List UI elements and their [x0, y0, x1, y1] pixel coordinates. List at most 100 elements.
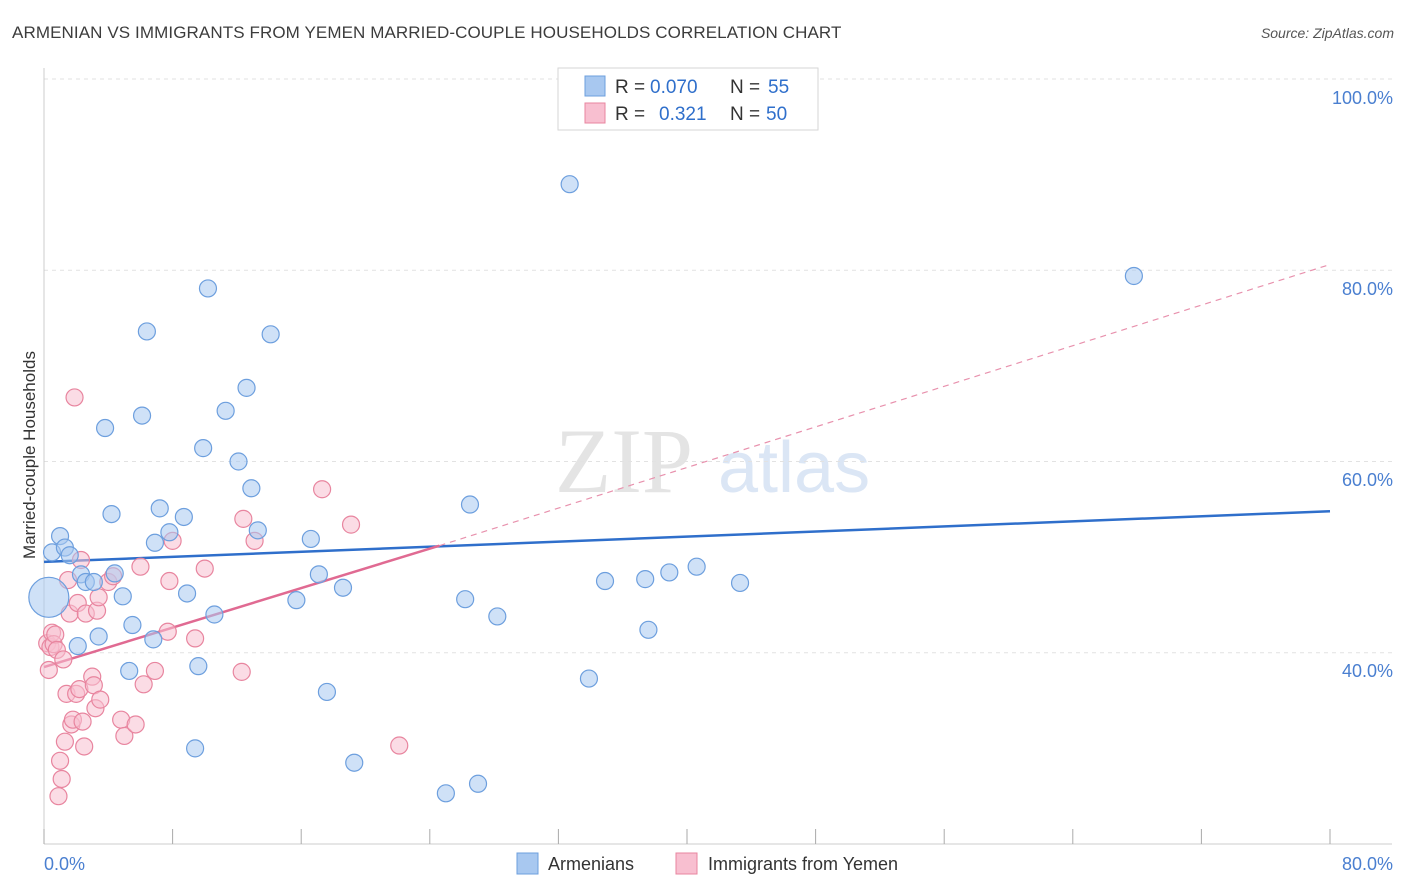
bottom-legend-swatch-armenians: [516, 852, 539, 875]
point-yemen-1: [39, 660, 58, 680]
point-yemen-23: [75, 737, 94, 756]
point-armenians-45: [488, 607, 507, 626]
point-yemen-29: [89, 588, 108, 607]
point-yemen-40: [160, 571, 179, 591]
legend-r-label-armenians: R =: [615, 77, 645, 98]
point-armenians-30: [229, 452, 248, 471]
point-armenians-19: [145, 533, 165, 552]
point-armenians-29: [216, 401, 235, 420]
x-tick-label-max: 80.0%: [1342, 854, 1393, 874]
point-armenians-51: [660, 563, 679, 582]
point-armenians-50: [639, 620, 658, 639]
legend-r-value-yemen: 0.321: [659, 104, 707, 125]
trend-line-yemen-extension: [439, 263, 1331, 547]
point-armenians-13: [113, 587, 132, 606]
point-yemen-22: [73, 712, 92, 731]
point-yemen-45: [234, 509, 253, 528]
point-yemen-44: [232, 662, 251, 681]
bottom-legend-swatch-yemen: [675, 852, 698, 875]
chart-title: ARMENIAN VS IMMIGRANTS FROM YEMEN MARRIE…: [12, 23, 842, 42]
point-yemen-34: [115, 726, 134, 746]
point-yemen-48: [341, 515, 361, 534]
axes: [43, 68, 1392, 845]
chart-source: Source: ZipAtlas.com: [1260, 25, 1394, 41]
point-armenians-21: [160, 523, 179, 542]
point-armenians-47: [579, 669, 599, 688]
point-armenians-53: [730, 573, 750, 593]
point-armenians-31: [237, 378, 256, 397]
point-armenians-54: [1124, 266, 1143, 286]
point-armenians-37: [309, 565, 328, 584]
point-yemen-11: [55, 732, 74, 751]
point-yemen-17: [65, 388, 84, 407]
y-tick-label-100: 100.0%: [1332, 88, 1393, 108]
point-yemen-30: [91, 690, 110, 709]
trend-line-armenians: [43, 509, 1331, 564]
point-armenians-43: [460, 495, 480, 514]
point-armenians-49: [636, 570, 655, 589]
point-armenians-0: [28, 576, 70, 618]
trend-lines: [43, 263, 1331, 669]
point-yemen-8: [50, 751, 70, 770]
point-armenians-39: [333, 578, 353, 597]
point-armenians-10: [95, 418, 115, 438]
point-armenians-36: [301, 529, 320, 549]
stats-legend: R = 0.070 N = 55 R = 0.321 N = 50: [557, 67, 819, 131]
series-legend: Armenians Immigrants from Yemen: [516, 852, 898, 875]
point-armenians-24: [186, 739, 205, 758]
point-armenians-32: [242, 479, 261, 498]
data-points: [28, 175, 1143, 806]
point-armenians-48: [595, 571, 615, 591]
gridlines: [44, 78, 1392, 654]
point-armenians-28: [205, 605, 224, 624]
point-yemen-49: [390, 736, 409, 755]
point-armenians-14: [120, 661, 139, 681]
x-tick-label-min: 0.0%: [44, 854, 85, 874]
legend-swatch-armenians: [584, 75, 606, 97]
point-armenians-46: [560, 175, 579, 194]
legend-n-value-yemen: 50: [766, 104, 787, 125]
point-yemen-10: [54, 650, 73, 669]
legend-n-label-yemen: N =: [730, 104, 760, 125]
point-armenians-4: [60, 546, 79, 565]
point-armenians-44: [468, 774, 488, 793]
point-armenians-35: [287, 591, 306, 610]
y-tick-label-60: 60.0%: [1342, 470, 1393, 490]
point-yemen-36: [131, 557, 150, 576]
bottom-legend-label-armenians: Armenians: [548, 854, 634, 874]
point-yemen-7: [49, 787, 68, 806]
point-yemen-38: [145, 661, 165, 681]
legend-n-label-armenians: N =: [730, 77, 760, 98]
point-armenians-18: [144, 630, 163, 649]
point-yemen-5: [46, 625, 65, 644]
point-yemen-37: [134, 675, 153, 694]
point-yemen-39: [158, 622, 177, 641]
legend-n-value-armenians: 55: [768, 77, 789, 98]
point-armenians-42: [456, 590, 475, 609]
trend-line-yemen: [43, 544, 440, 669]
point-armenians-38: [317, 682, 337, 702]
point-armenians-20: [150, 499, 169, 518]
point-armenians-27: [198, 279, 218, 298]
y-tick-label-80: 80.0%: [1342, 279, 1393, 299]
point-yemen-35: [126, 715, 145, 734]
watermark-atlas: atlas: [718, 428, 870, 508]
point-armenians-12: [105, 564, 124, 583]
bottom-legend-label-yemen: Immigrants from Yemen: [708, 854, 898, 874]
legend-r-value-armenians: 0.070: [650, 77, 698, 98]
y-axis-label: Married-couple Households: [20, 351, 39, 559]
point-armenians-8: [84, 572, 103, 592]
point-armenians-26: [194, 439, 213, 458]
point-armenians-9: [89, 627, 108, 646]
point-armenians-41: [436, 784, 455, 803]
point-armenians-25: [189, 657, 208, 676]
point-armenians-23: [177, 584, 197, 603]
point-armenians-40: [345, 753, 364, 772]
point-yemen-43: [195, 559, 214, 578]
point-yemen-42: [186, 629, 205, 648]
point-armenians-52: [687, 557, 706, 576]
point-yemen-9: [52, 769, 71, 789]
point-armenians-16: [132, 406, 152, 425]
legend-r-label-yemen: R =: [615, 104, 645, 125]
